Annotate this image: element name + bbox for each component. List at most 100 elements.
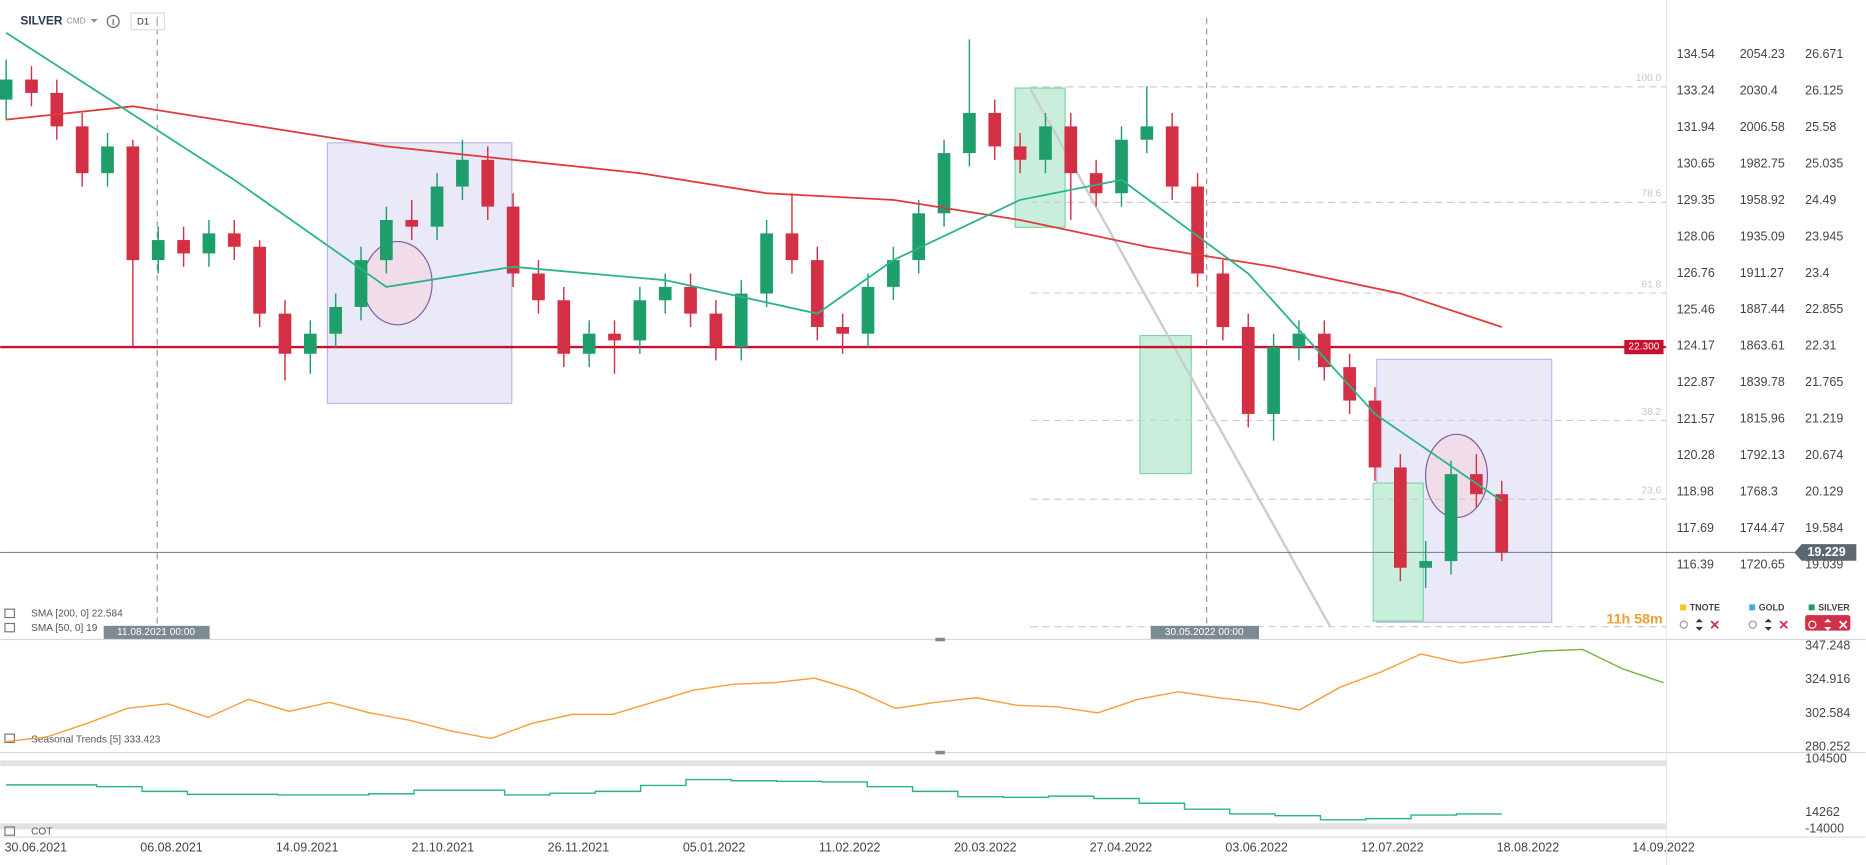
legend-name: GOLD [1759, 602, 1785, 612]
y-tick-label: 120.28 [1677, 448, 1715, 462]
y-tick-label: 14262 [1805, 805, 1840, 819]
x-tick-label: 05.01.2022 [683, 841, 746, 855]
x-tick-label: 26.11.2021 [548, 841, 610, 855]
y-tick-label: 23.4 [1805, 266, 1829, 280]
seasonal-line [6, 653, 1502, 743]
y-tick-label: 122.87 [1677, 375, 1715, 389]
dropdown-icon[interactable] [90, 19, 98, 23]
y-tick-label: 19.039 [1805, 557, 1843, 571]
fib-label: 100.0 [1636, 73, 1662, 84]
y-tick-label: 280.252 [1805, 740, 1850, 754]
candle-body [1368, 400, 1382, 468]
candle-body [1140, 126, 1154, 140]
y-tick-label: 20.674 [1805, 448, 1843, 462]
y-tick-label: 129.35 [1677, 193, 1715, 207]
y-tick-label: 118.98 [1677, 485, 1714, 499]
visibility-toggle[interactable] [1808, 620, 1817, 629]
x-tick-label: 03.06.2022 [1225, 841, 1288, 855]
pane-handle[interactable] [935, 637, 945, 642]
indicator-settings-icon[interactable] [4, 608, 16, 619]
price-layer: 100.0 78.6 61.8 38.2 23.6 [0, 31, 1797, 628]
y-tick-label: 26.671 [1805, 47, 1843, 61]
visibility-toggle[interactable] [1748, 620, 1757, 629]
y-tick-label: 23.945 [1805, 229, 1843, 243]
visibility-toggle[interactable] [1679, 620, 1688, 629]
highlight-circle[interactable] [362, 240, 433, 326]
candle-body [126, 146, 140, 261]
remove-button[interactable] [1710, 620, 1719, 629]
y-tick-label: 1982.75 [1740, 156, 1785, 170]
indicator-label: SMA [200, 0] 22.584 [31, 609, 123, 620]
candle-body [151, 240, 165, 261]
x-tick-label: 30.06.2021 [5, 841, 68, 855]
highlight-box[interactable] [1139, 334, 1192, 475]
candle-body [608, 333, 621, 341]
y-tick-label: -14000 [1805, 822, 1844, 836]
candle-body [278, 313, 292, 354]
candle-body [557, 300, 571, 354]
y-tick-label: 347.248 [1805, 638, 1850, 652]
y-tick-label: 116.39 [1677, 557, 1714, 571]
x-tick-label: 14.09.2021 [276, 841, 339, 855]
seasonal-line [1501, 648, 1664, 684]
remove-button[interactable] [1839, 620, 1848, 629]
last-price-label: 19.229 [1807, 545, 1845, 559]
symbol[interactable]: SILVER [20, 14, 62, 28]
candle-body [481, 159, 495, 207]
order-toggle[interactable] [1695, 618, 1703, 631]
candle-body [253, 246, 266, 314]
y-tick-label: 1958.92 [1740, 193, 1785, 207]
indicator-settings-icon[interactable] [4, 826, 16, 836]
candle-body [0, 79, 13, 100]
candle-body [1343, 367, 1356, 401]
y-tick-label: 21.765 [1805, 375, 1843, 389]
candle-body [1267, 347, 1280, 414]
indicator-settings-icon[interactable] [4, 622, 16, 633]
candle-body [1495, 494, 1509, 553]
date-marker-box [103, 625, 210, 639]
candle-body [861, 286, 875, 334]
candle-body [430, 186, 444, 227]
y-tick-label: 20.129 [1805, 485, 1843, 499]
y-tick-label: 19.584 [1805, 521, 1843, 535]
y-tick-label: 2006.58 [1740, 120, 1785, 134]
order-toggle[interactable] [1764, 618, 1772, 631]
interval-box[interactable] [130, 12, 165, 31]
indicator-settings-icon[interactable] [4, 733, 16, 744]
y-tick-label: 1887.44 [1740, 302, 1785, 316]
candle-body [405, 219, 419, 227]
y-tick-label: 1720.65 [1740, 557, 1785, 571]
y-tick-label: 1744.47 [1740, 521, 1785, 535]
candle-body [963, 112, 976, 154]
y-tick-label: 26.125 [1805, 84, 1843, 98]
interval[interactable]: D1 [137, 17, 149, 28]
support-label-bg [1624, 339, 1664, 355]
x-tick-label: 20.03.2022 [954, 841, 1017, 855]
y-tick-label: 1815.96 [1740, 412, 1785, 426]
candle-body [1292, 333, 1306, 348]
candle-body [25, 79, 38, 93]
candle-body [532, 273, 545, 301]
y-tick-label: 131.94 [1677, 120, 1715, 134]
candle-body [1419, 561, 1433, 568]
candle-body [1013, 146, 1027, 160]
order-toggle[interactable] [1824, 618, 1832, 631]
pane-handle[interactable] [935, 750, 945, 755]
moving-average [5, 31, 1503, 502]
fib-label: 38.2 [1641, 407, 1661, 418]
candle-body [1064, 126, 1078, 174]
y-tick-label: 21.219 [1805, 412, 1843, 426]
active-instrument-bg[interactable] [1805, 615, 1851, 631]
remove-button[interactable] [1779, 620, 1788, 629]
info-icon[interactable] [106, 14, 120, 28]
trend-line[interactable] [1029, 88, 1332, 628]
y-tick-label: 1935.09 [1740, 229, 1785, 243]
candle-body [456, 159, 469, 187]
x-tick-label: 27.04.2022 [1090, 841, 1153, 855]
candle-body [582, 333, 596, 354]
y-tick-label: 117.69 [1677, 521, 1714, 535]
y-tick-label: 121.57 [1677, 412, 1715, 426]
support-label: 22.300 [1628, 342, 1659, 353]
